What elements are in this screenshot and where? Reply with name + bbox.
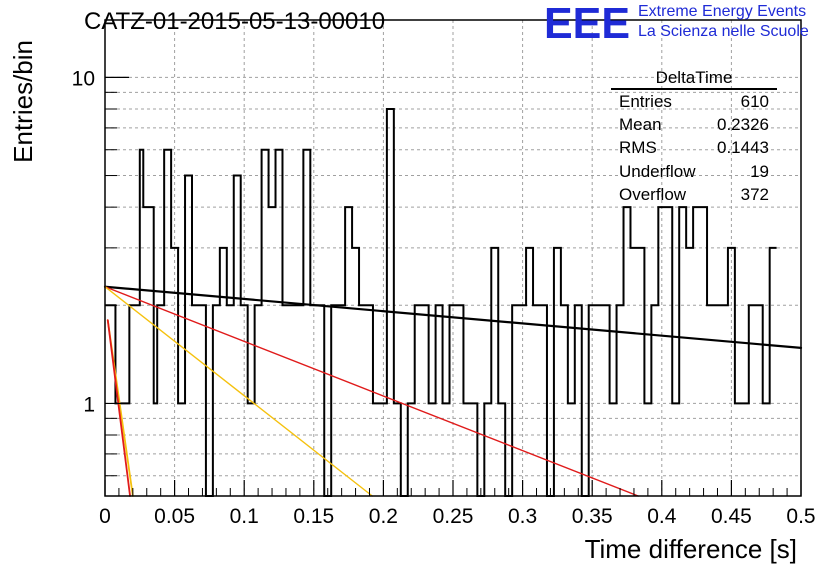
x-tick-label: 0.25 [433, 505, 474, 528]
stats-value: 19 [750, 161, 769, 181]
stats-row-rms: RMS 0.1443 [611, 136, 777, 159]
stats-label: RMS [619, 138, 657, 158]
x-tick-label: 0.05 [154, 505, 195, 528]
stats-value: 0.1443 [717, 138, 769, 158]
axis-ticks [104, 76, 802, 496]
histogram-series [105, 108, 777, 497]
x-axis-label: Time difference [s] [585, 534, 797, 564]
x-tick-label: 0.4 [647, 505, 677, 528]
org-line-1: Extreme Energy Events [638, 3, 807, 20]
chart-title: CATZ-01-2015-05-13-00010 [84, 8, 386, 35]
stats-box: DeltaTime Entries 610 Mean 0.2326 RMS 0.144… [611, 68, 777, 206]
organization-name: Extreme Energy Events La Scienza nelle S… [638, 2, 809, 42]
stats-row-overflow: Overflow 372 [611, 183, 777, 206]
stats-label: Mean [619, 115, 662, 135]
y-tick-label: 1 [83, 393, 95, 416]
logo-text: EEE [544, 0, 630, 44]
stats-title: DeltaTime [611, 68, 777, 90]
fit-curve [104, 286, 373, 497]
stats-value: 610 [740, 92, 769, 111]
fit-curve [106, 319, 131, 497]
x-tick-label: 0.5 [786, 505, 815, 528]
x-tick-label: 0 [99, 505, 111, 528]
grid-lines [105, 20, 801, 496]
y-axis-label: Entries/bin [8, 40, 38, 163]
stats-value: 0.2326 [717, 115, 769, 135]
stats-label: Underflow [619, 161, 696, 181]
x-tick-label: 0.3 [508, 505, 537, 528]
stats-value: 372 [740, 184, 769, 204]
x-tick-label: 0.2 [369, 505, 398, 528]
stats-row-entries: Entries 610 [611, 90, 777, 113]
eee-logo: EEE [544, 0, 630, 44]
stats-row-mean: Mean 0.2326 [611, 113, 777, 136]
x-tick-labels: 0 0.05 0.1 0.15 0.2 0.25 0.3 0.35 0.4 0.45 0.5 [99, 505, 815, 528]
org-line-2: La Scienza nelle Scuole [638, 23, 809, 40]
stats-row-underflow: Underflow 19 [611, 160, 777, 183]
x-tick-label: 0.1 [230, 505, 259, 528]
y-tick-label: 10 [72, 67, 95, 90]
stats-label: Entries [619, 92, 672, 111]
y-tick-labels: 1 10 [72, 67, 95, 416]
stats-label: Overflow [619, 184, 687, 204]
x-tick-label: 0.35 [572, 505, 613, 528]
fit-curves [103, 285, 803, 497]
fit-curve [104, 286, 639, 497]
x-tick-label: 0.15 [293, 505, 334, 528]
fit-curve [103, 285, 803, 350]
histogram-steps [105, 108, 777, 497]
x-tick-label: 0.45 [711, 505, 752, 528]
